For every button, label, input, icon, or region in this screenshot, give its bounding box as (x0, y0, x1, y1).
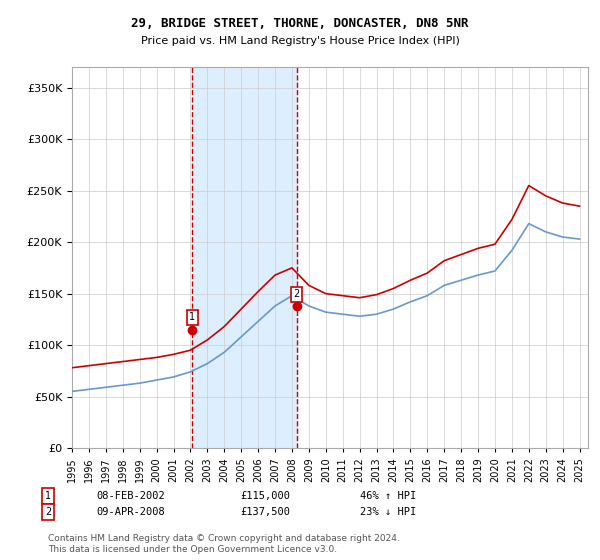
Bar (192, 67, 296, 448)
Text: 08-FEB-2002: 08-FEB-2002 (96, 491, 165, 501)
Text: 46% ↑ HPI: 46% ↑ HPI (360, 491, 416, 501)
Text: 2: 2 (45, 507, 51, 517)
Text: 1: 1 (45, 491, 51, 501)
Text: 23% ↓ HPI: 23% ↓ HPI (360, 507, 416, 517)
Text: 2: 2 (293, 289, 299, 299)
Text: 1: 1 (189, 312, 195, 323)
Text: Contains HM Land Registry data © Crown copyright and database right 2024.: Contains HM Land Registry data © Crown c… (48, 534, 400, 543)
Text: 09-APR-2008: 09-APR-2008 (96, 507, 165, 517)
Text: £137,500: £137,500 (240, 507, 290, 517)
Text: This data is licensed under the Open Government Licence v3.0.: This data is licensed under the Open Gov… (48, 545, 337, 554)
Text: 29, BRIDGE STREET, THORNE, DONCASTER, DN8 5NR: 29, BRIDGE STREET, THORNE, DONCASTER, DN… (131, 17, 469, 30)
Text: £115,000: £115,000 (240, 491, 290, 501)
Text: Price paid vs. HM Land Registry's House Price Index (HPI): Price paid vs. HM Land Registry's House … (140, 36, 460, 46)
